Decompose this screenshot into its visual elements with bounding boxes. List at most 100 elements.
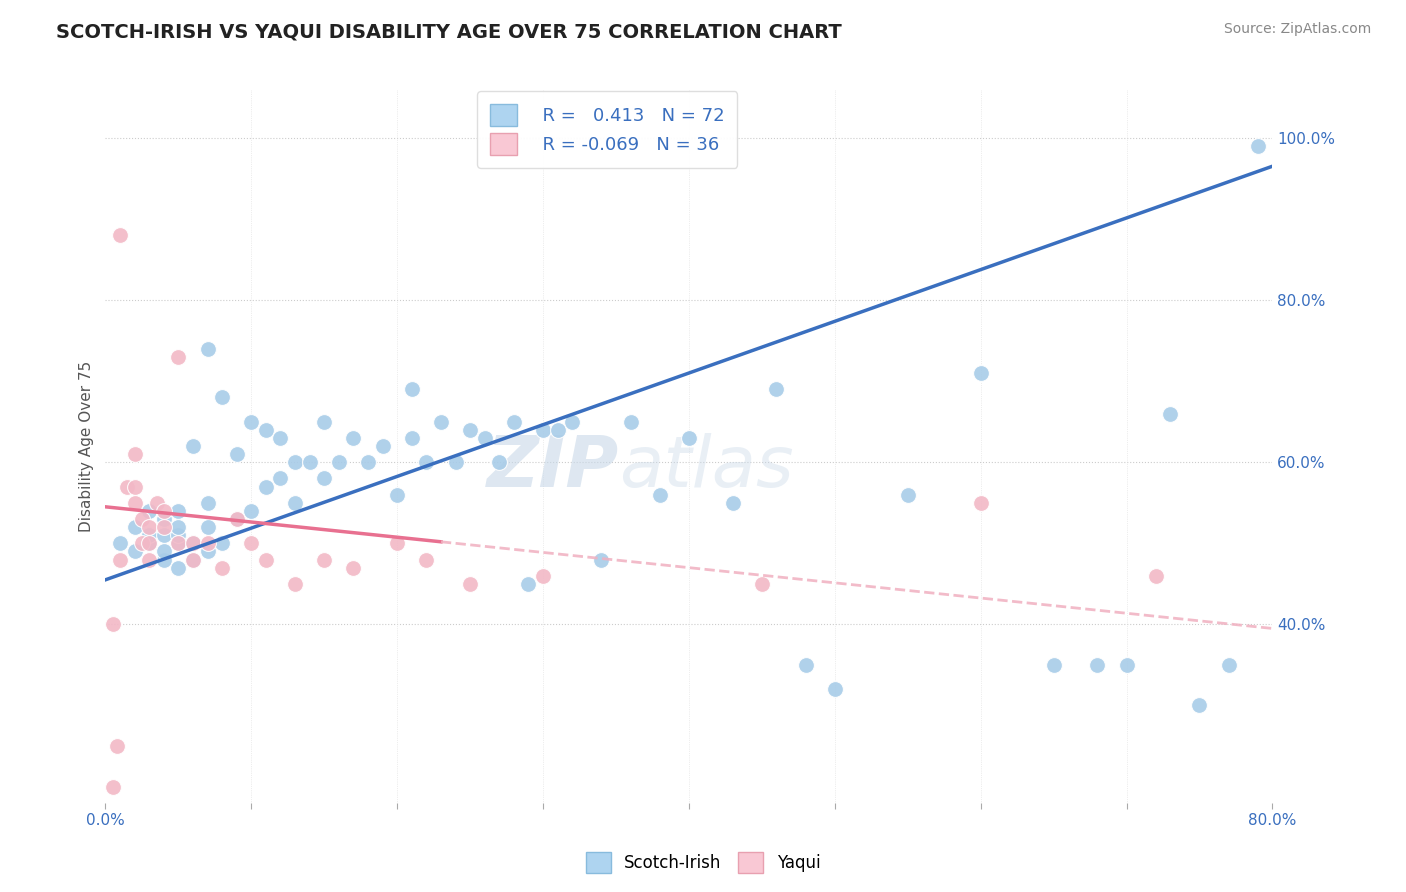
- Point: [131, 512, 153, 526]
- Point: [458, 577, 481, 591]
- Point: [502, 415, 524, 429]
- Point: [342, 431, 364, 445]
- Point: [138, 536, 160, 550]
- Point: [181, 552, 204, 566]
- Point: [108, 228, 131, 243]
- Point: [619, 415, 641, 429]
- Point: [138, 520, 160, 534]
- Point: [284, 455, 307, 469]
- Point: [1144, 568, 1167, 582]
- Point: [269, 431, 292, 445]
- Point: [240, 504, 263, 518]
- Point: [225, 512, 247, 526]
- Point: [1085, 657, 1108, 672]
- Point: [167, 536, 190, 550]
- Point: [101, 780, 124, 794]
- Point: [138, 504, 160, 518]
- Point: [314, 471, 336, 485]
- Point: [138, 528, 160, 542]
- Point: [444, 455, 467, 469]
- Point: [401, 382, 423, 396]
- Point: [211, 536, 233, 550]
- Point: [357, 455, 380, 469]
- Point: [124, 544, 146, 558]
- Point: [145, 496, 167, 510]
- Point: [105, 739, 128, 753]
- Point: [181, 552, 204, 566]
- Point: [969, 496, 991, 510]
- Point: [254, 479, 277, 493]
- Point: [897, 488, 920, 502]
- Point: [153, 544, 174, 558]
- Point: [124, 496, 146, 510]
- Y-axis label: Disability Age Over 75: Disability Age Over 75: [79, 360, 94, 532]
- Point: [124, 479, 146, 493]
- Point: [124, 447, 146, 461]
- Point: [254, 423, 277, 437]
- Point: [153, 528, 174, 542]
- Point: [153, 520, 174, 534]
- Point: [1188, 698, 1211, 713]
- Point: [211, 390, 233, 404]
- Point: [561, 415, 583, 429]
- Point: [328, 455, 350, 469]
- Point: [342, 560, 364, 574]
- Point: [824, 682, 846, 697]
- Point: [181, 536, 204, 550]
- Text: ZIP: ZIP: [486, 433, 619, 502]
- Point: [1159, 407, 1181, 421]
- Point: [1247, 139, 1270, 153]
- Point: [474, 431, 496, 445]
- Point: [458, 423, 481, 437]
- Point: [117, 479, 139, 493]
- Point: [488, 455, 510, 469]
- Point: [430, 415, 453, 429]
- Point: [269, 471, 292, 485]
- Point: [969, 366, 991, 380]
- Point: [314, 552, 336, 566]
- Text: SCOTCH-IRISH VS YAQUI DISABILITY AGE OVER 75 CORRELATION CHART: SCOTCH-IRISH VS YAQUI DISABILITY AGE OVE…: [56, 22, 842, 41]
- Point: [385, 536, 408, 550]
- Point: [415, 455, 437, 469]
- Point: [415, 552, 437, 566]
- Point: [284, 577, 307, 591]
- Point: [101, 617, 124, 632]
- Point: [1218, 657, 1240, 672]
- Point: [138, 552, 160, 566]
- Point: [225, 447, 247, 461]
- Point: [153, 512, 174, 526]
- Text: Source: ZipAtlas.com: Source: ZipAtlas.com: [1223, 22, 1371, 37]
- Point: [167, 528, 190, 542]
- Point: [225, 512, 247, 526]
- Point: [385, 488, 408, 502]
- Point: [197, 536, 219, 550]
- Point: [678, 431, 700, 445]
- Legend: Scotch-Irish, Yaqui: Scotch-Irish, Yaqui: [579, 846, 827, 880]
- Point: [181, 536, 204, 550]
- Point: [167, 536, 190, 550]
- Point: [401, 431, 423, 445]
- Point: [1042, 657, 1064, 672]
- Point: [153, 552, 174, 566]
- Point: [167, 504, 190, 518]
- Point: [108, 536, 131, 550]
- Point: [197, 342, 219, 356]
- Point: [547, 423, 569, 437]
- Point: [138, 536, 160, 550]
- Legend:   R =   0.413   N = 72,   R = -0.069   N = 36: R = 0.413 N = 72, R = -0.069 N = 36: [477, 91, 738, 168]
- Point: [131, 536, 153, 550]
- Point: [531, 423, 554, 437]
- Point: [298, 455, 321, 469]
- Point: [648, 488, 671, 502]
- Point: [197, 520, 219, 534]
- Point: [794, 657, 817, 672]
- Point: [167, 560, 190, 574]
- Point: [240, 536, 263, 550]
- Point: [1115, 657, 1137, 672]
- Point: [254, 552, 277, 566]
- Point: [284, 496, 307, 510]
- Text: atlas: atlas: [619, 433, 793, 502]
- Point: [108, 552, 131, 566]
- Point: [197, 496, 219, 510]
- Point: [124, 520, 146, 534]
